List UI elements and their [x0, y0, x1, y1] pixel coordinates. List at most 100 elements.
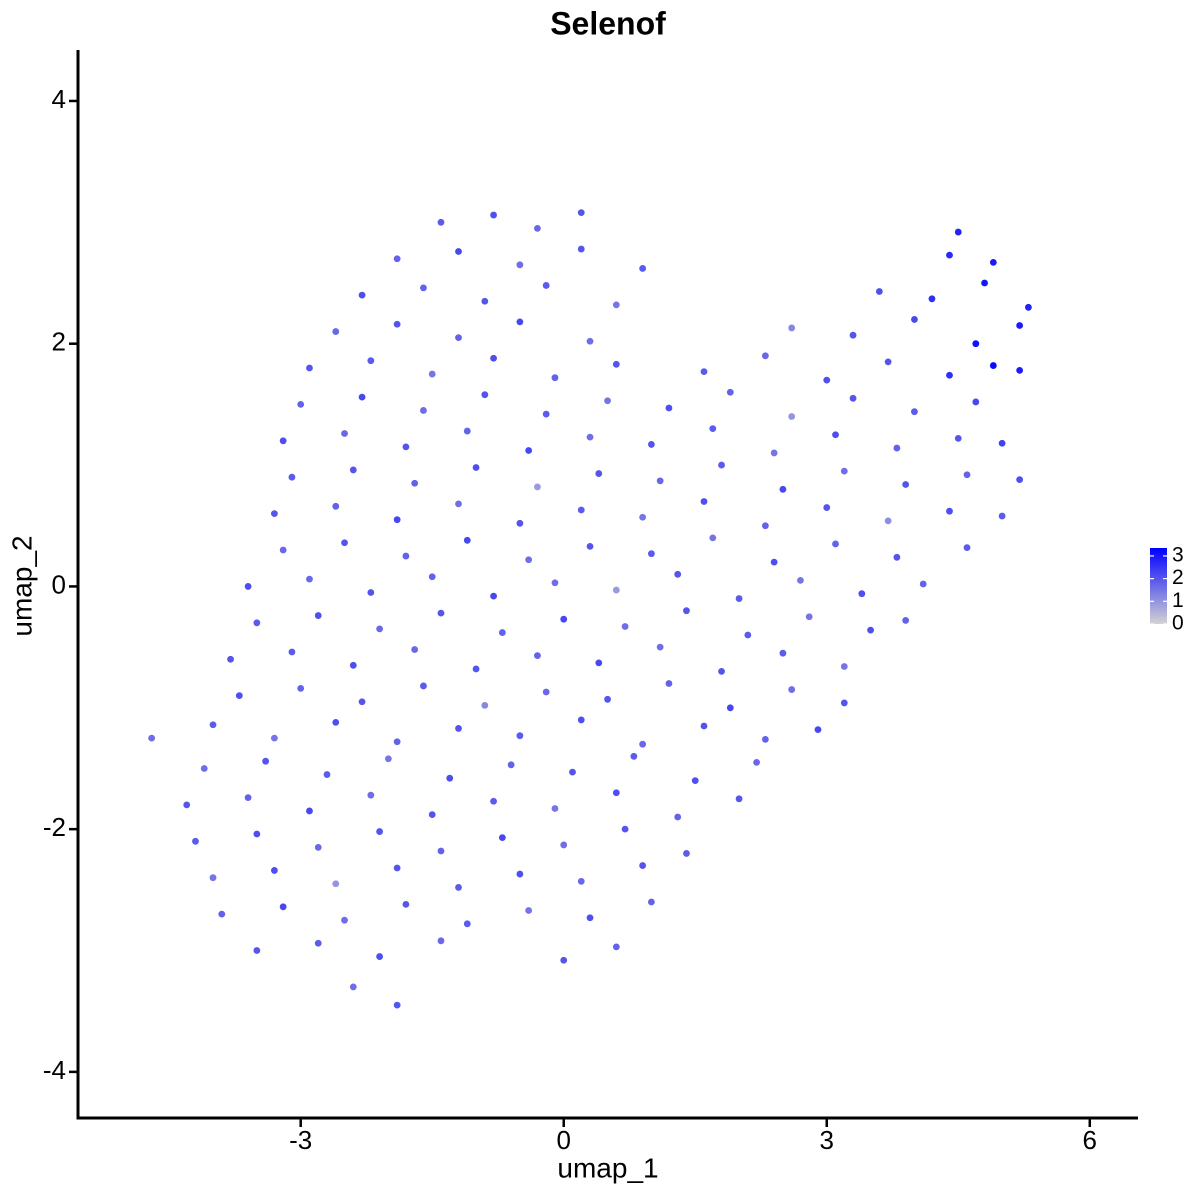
point: [279, 546, 287, 554]
point: [814, 726, 822, 734]
point: [463, 536, 471, 544]
point: [946, 251, 953, 259]
x-tick-label: 6: [1083, 1125, 1097, 1155]
point: [788, 413, 796, 420]
point: [253, 947, 261, 954]
point: [946, 507, 953, 515]
point: [656, 643, 664, 651]
point: [621, 825, 629, 833]
y-axis-title: umap_2: [6, 535, 37, 636]
point: [481, 701, 489, 709]
point: [972, 340, 980, 348]
point: [306, 807, 313, 815]
point: [455, 884, 462, 891]
point: [437, 847, 445, 855]
point: [674, 570, 682, 578]
point: [367, 791, 375, 799]
point: [279, 903, 287, 911]
point: [577, 245, 585, 253]
point: [735, 595, 743, 602]
point: [639, 513, 647, 521]
point: [604, 397, 611, 405]
point: [586, 337, 594, 345]
colorbar-label: 2: [1172, 566, 1184, 589]
point: [893, 553, 901, 561]
point: [911, 316, 918, 323]
point: [358, 393, 366, 401]
point: [516, 870, 524, 878]
point: [244, 583, 252, 590]
point: [718, 667, 725, 675]
point: [262, 757, 270, 765]
point: [551, 805, 559, 812]
point: [534, 652, 541, 660]
point: [683, 850, 690, 857]
point: [516, 318, 524, 326]
point: [612, 943, 620, 951]
point: [1016, 476, 1024, 484]
point: [498, 629, 506, 636]
point: [700, 368, 708, 376]
point: [963, 544, 971, 551]
point: [332, 880, 340, 888]
point: [840, 663, 848, 670]
x-tick-label: 3: [820, 1125, 834, 1155]
point: [551, 579, 559, 587]
point: [428, 370, 436, 378]
point: [683, 607, 690, 615]
point: [858, 590, 866, 598]
point: [893, 444, 901, 452]
point: [700, 498, 708, 505]
point: [560, 615, 568, 623]
point: [989, 258, 997, 266]
point: [183, 801, 191, 809]
point: [270, 867, 278, 874]
point: [332, 502, 340, 510]
point: [718, 461, 725, 469]
point: [297, 400, 305, 408]
point: [455, 725, 462, 732]
chart-title: Selenof: [550, 5, 666, 41]
point: [753, 759, 761, 766]
point: [253, 619, 261, 627]
point: [376, 953, 384, 960]
points: [148, 209, 1032, 1009]
point: [244, 794, 252, 801]
point: [402, 443, 410, 451]
point: [393, 1001, 401, 1009]
point: [542, 282, 550, 289]
y-tick-label: 4: [52, 84, 66, 114]
point: [832, 431, 839, 439]
point: [639, 740, 647, 748]
point: [376, 828, 384, 835]
point: [691, 777, 699, 785]
point: [376, 625, 384, 633]
point: [577, 877, 585, 885]
point: [411, 646, 419, 653]
point: [428, 811, 436, 818]
point: [297, 684, 305, 692]
point: [209, 721, 217, 729]
point: [490, 211, 497, 219]
point: [884, 517, 892, 525]
point: [306, 575, 313, 583]
point: [1016, 367, 1024, 374]
point: [700, 722, 708, 730]
point: [525, 907, 533, 914]
point: [779, 485, 787, 493]
point: [481, 391, 489, 399]
point: [341, 539, 348, 547]
point: [928, 295, 936, 303]
point: [972, 398, 980, 406]
point: [823, 504, 831, 511]
point: [647, 898, 655, 906]
point: [612, 789, 620, 797]
point: [393, 738, 401, 746]
point: [542, 688, 550, 696]
point: [823, 376, 831, 384]
point: [1016, 322, 1024, 329]
point: [420, 284, 427, 292]
y-tick-label: 0: [52, 569, 66, 599]
point: [437, 218, 445, 226]
